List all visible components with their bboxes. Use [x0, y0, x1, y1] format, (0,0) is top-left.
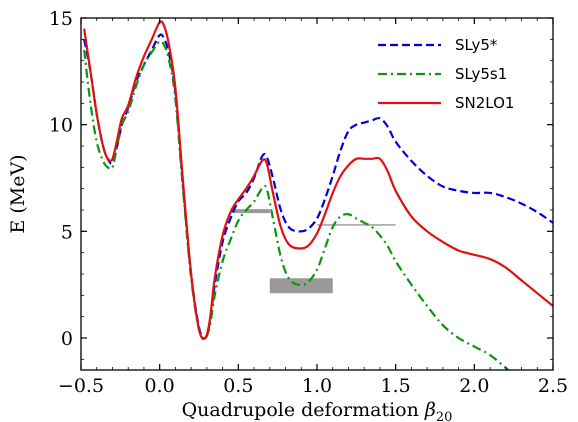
x-tick-label: 2.5	[538, 375, 568, 397]
legend-label: SLy5*	[455, 36, 498, 54]
annotation-band-2	[269, 278, 333, 294]
annotations-layer	[230, 209, 396, 294]
series-line-sly5s1	[83, 40, 510, 370]
y-tick-label: 5	[61, 221, 73, 243]
legend-label: SN2LO1	[455, 94, 514, 112]
y-axis-label: E (MeV)	[7, 154, 29, 233]
x-tick-label: 1.0	[302, 375, 332, 397]
legend-label: SLy5s1	[455, 65, 507, 83]
y-tick-label: 15	[49, 8, 73, 30]
series-layer	[83, 20, 553, 370]
y-tick-label: 0	[61, 328, 73, 350]
series-line-sly5-	[83, 33, 553, 340]
x-tick-label: 0.5	[223, 375, 253, 397]
x-tick-label: 2.0	[459, 375, 489, 397]
series-line-sn2lo1	[83, 20, 553, 341]
ticks-layer: −0.5 0.0 0.5 1.0 1.5 2.0 2.5 0 5 10 15	[49, 8, 568, 397]
x-axis-label: Quadrupole deformation β20	[182, 399, 453, 422]
legend: SLy5* SLy5s1 SN2LO1	[378, 36, 514, 112]
y-tick-label: 10	[49, 115, 73, 137]
x-tick-label: 1.5	[381, 375, 411, 397]
x-tick-label: −0.5	[58, 375, 104, 397]
x-tick-label: 0.0	[145, 375, 175, 397]
